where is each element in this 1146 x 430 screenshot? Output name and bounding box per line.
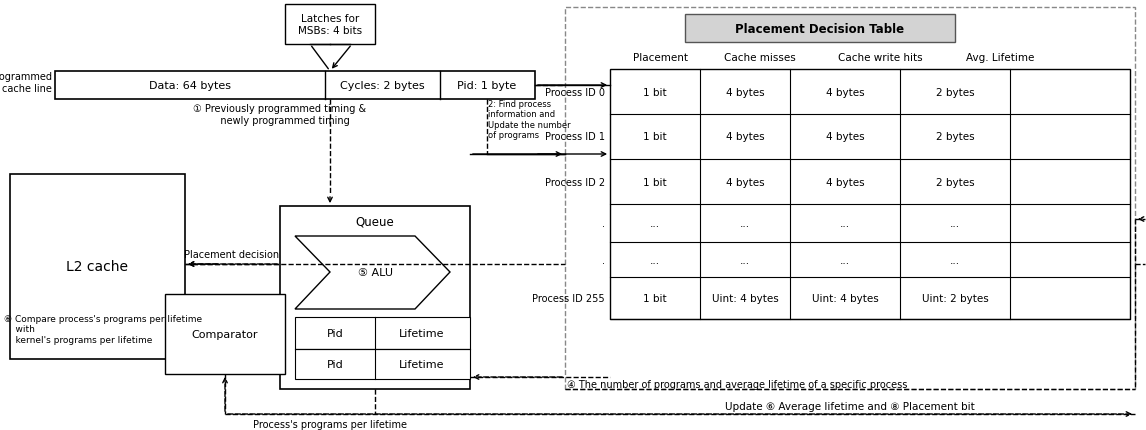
Text: ⑥ Compare process's programs per lifetime
    with
    kernel's programs per lif: ⑥ Compare process's programs per lifetim… (3, 314, 202, 344)
Text: 4 bytes: 4 bytes (725, 132, 764, 142)
Bar (295, 317, 470, 349)
Text: 1 bit: 1 bit (643, 177, 667, 187)
Text: 1 bit: 1 bit (643, 293, 667, 303)
Bar (280, 206, 470, 389)
Text: ① Previously programmed timing &
   newly programmed timing: ① Previously programmed timing & newly p… (194, 104, 367, 126)
Text: 4 bytes: 4 bytes (825, 87, 864, 97)
Text: Pid: Pid (327, 359, 344, 369)
Text: Data: 64 bytes: Data: 64 bytes (149, 81, 231, 91)
Bar (165, 294, 285, 374)
Text: Process ID 255: Process ID 255 (533, 293, 605, 303)
Text: 4 bytes: 4 bytes (725, 177, 764, 187)
Text: Placement Decision Table: Placement Decision Table (736, 22, 904, 35)
Text: Process ID 1: Process ID 1 (545, 132, 605, 142)
Text: ...: ... (740, 255, 751, 265)
Text: Process ID 0: Process ID 0 (545, 87, 605, 97)
Text: ...: ... (840, 255, 850, 265)
Text: Uint: 2 bytes: Uint: 2 bytes (921, 293, 988, 303)
Text: Cache write hits: Cache write hits (838, 53, 923, 63)
Text: Comparator: Comparator (191, 329, 258, 339)
Bar (55, 72, 535, 100)
Text: Avg. Lifetime: Avg. Lifetime (966, 53, 1034, 63)
Text: Latches for
MSBs: 4 bits: Latches for MSBs: 4 bits (298, 14, 362, 36)
Text: 4 bytes: 4 bytes (825, 177, 864, 187)
Bar (10, 175, 185, 359)
Text: ...: ... (740, 218, 751, 228)
Text: 4 bytes: 4 bytes (725, 87, 764, 97)
Text: Process ID 2: Process ID 2 (544, 177, 605, 187)
Bar (685, 15, 955, 43)
Text: Uint: 4 bytes: Uint: 4 bytes (811, 293, 878, 303)
Text: 1 bit: 1 bit (643, 87, 667, 97)
Text: Uint: 4 bytes: Uint: 4 bytes (712, 293, 778, 303)
Text: Placement decision: Placement decision (185, 249, 280, 259)
Bar (565, 8, 1135, 389)
Text: 2 bytes: 2 bytes (935, 177, 974, 187)
Text: 2: Find process
information and
Update the number
of programs: 2: Find process information and Update t… (488, 100, 571, 140)
Text: newly programmed
cache line: newly programmed cache line (0, 72, 52, 94)
Text: 2 bytes: 2 bytes (935, 87, 974, 97)
Text: Pid: Pid (327, 328, 344, 338)
Text: Cycles: 2 bytes: Cycles: 2 bytes (339, 81, 424, 91)
Text: 2 bytes: 2 bytes (935, 132, 974, 142)
Text: Process's programs per lifetime: Process's programs per lifetime (253, 419, 407, 429)
Text: 1 bit: 1 bit (643, 132, 667, 142)
Text: ...: ... (950, 255, 960, 265)
Text: ...: ... (950, 218, 960, 228)
Text: .: . (602, 218, 605, 228)
Text: .: . (602, 255, 605, 265)
Text: Cache misses: Cache misses (724, 53, 795, 63)
Text: ⑤ ALU: ⑤ ALU (358, 267, 392, 277)
Text: 4 bytes: 4 bytes (825, 132, 864, 142)
Text: Pid: 1 byte: Pid: 1 byte (457, 81, 517, 91)
Bar (610, 70, 1130, 319)
Polygon shape (295, 237, 450, 309)
Text: Update ⑥ Average lifetime and ⑧ Placement bit: Update ⑥ Average lifetime and ⑧ Placemen… (725, 401, 975, 411)
Text: Lifetime: Lifetime (399, 328, 445, 338)
Text: Queue: Queue (355, 215, 394, 228)
Text: ...: ... (650, 255, 660, 265)
Bar (295, 349, 470, 379)
Text: ...: ... (840, 218, 850, 228)
Text: Placement: Placement (633, 53, 688, 63)
Bar (285, 5, 375, 45)
Text: ④ The number of programs and average lifetime of a specific process: ④ The number of programs and average lif… (567, 379, 908, 389)
Text: L2 cache: L2 cache (66, 259, 128, 273)
Text: Lifetime: Lifetime (399, 359, 445, 369)
Text: ...: ... (650, 218, 660, 228)
